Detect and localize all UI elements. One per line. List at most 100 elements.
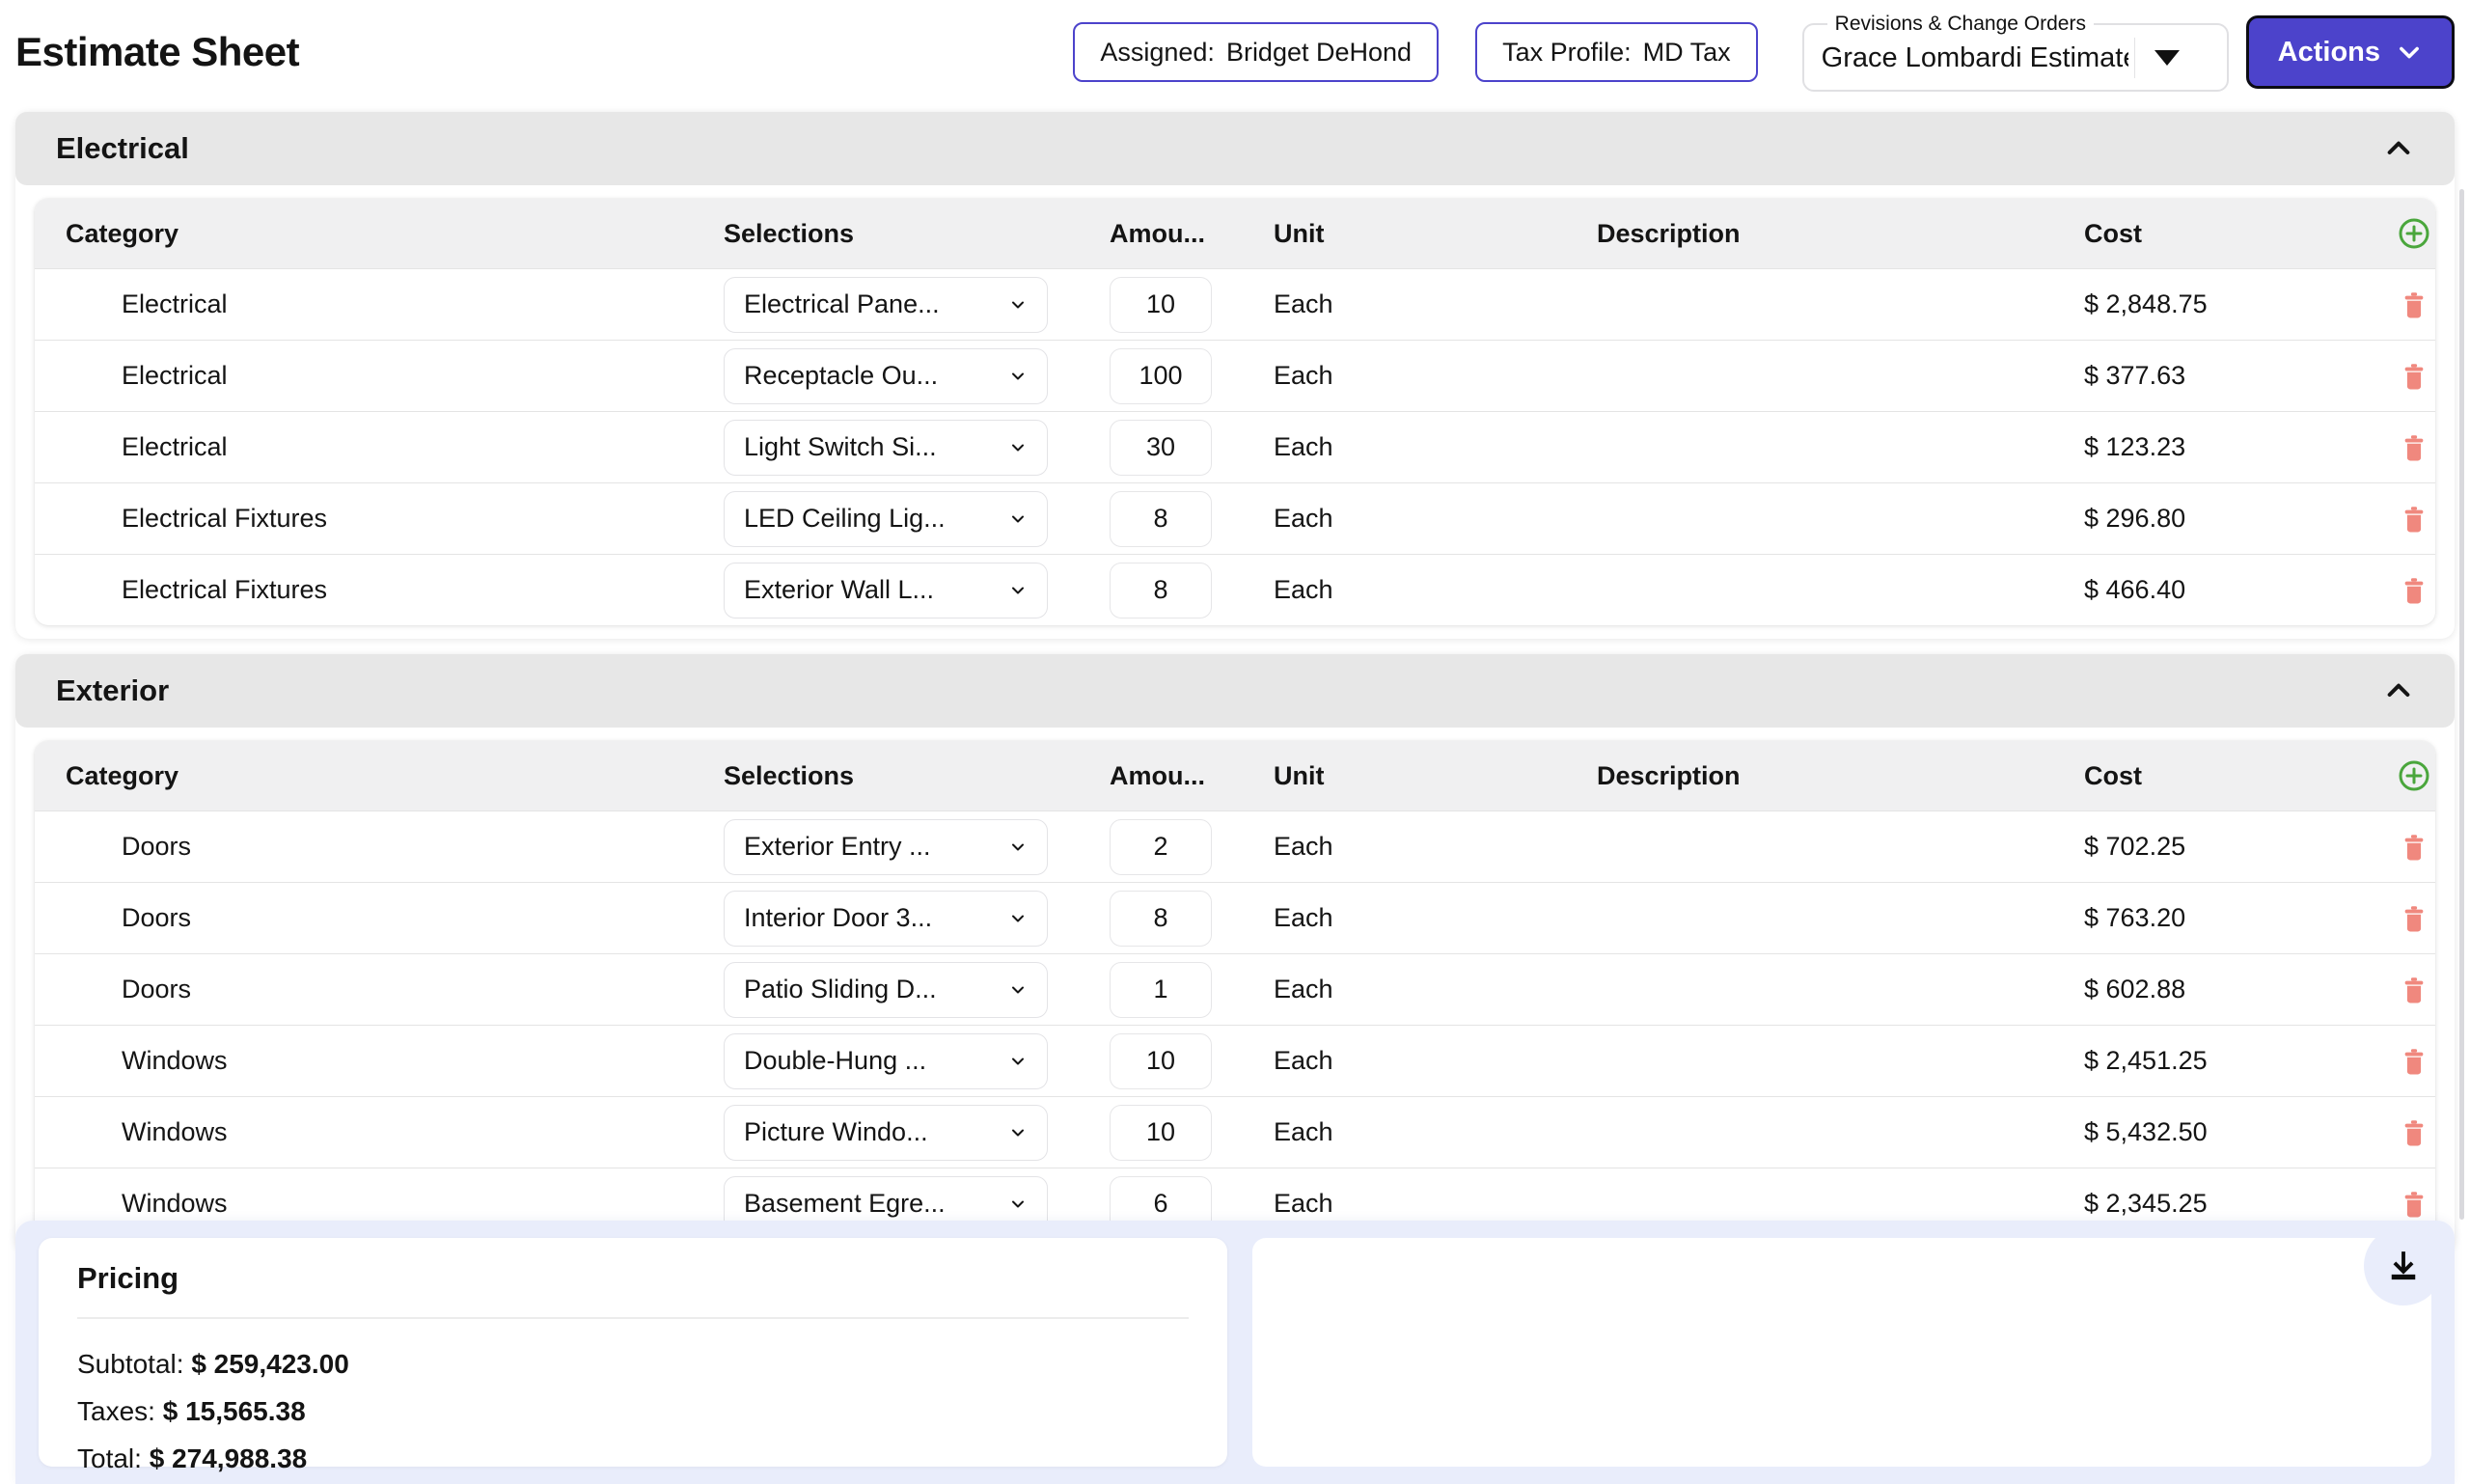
page-title: Estimate Sheet <box>15 29 299 75</box>
column-header-amount: Amou... <box>1110 219 1274 249</box>
selection-select[interactable]: Exterior Wall L... <box>724 563 1048 618</box>
section-exterior-header[interactable]: Exterior <box>15 654 2455 728</box>
selection-select[interactable]: Exterior Entry ... <box>724 819 1048 875</box>
category-cell: Electrical Fixtures <box>35 504 724 534</box>
column-header-unit: Unit <box>1274 219 1597 249</box>
selection-select[interactable]: Interior Door 3... <box>724 891 1048 947</box>
delete-row-button[interactable] <box>2393 503 2435 536</box>
plus-circle-icon <box>2397 758 2431 793</box>
selection-select[interactable]: Patio Sliding D... <box>724 962 1048 1018</box>
cost-cell: $ 123.23 <box>2084 432 2393 462</box>
unit-cell: Each <box>1274 289 1597 319</box>
revisions-divider <box>2134 38 2135 78</box>
table-row: Doors Exterior Entry ... Each $ 702.25 <box>35 811 2435 882</box>
notes-card <box>1252 1238 2431 1467</box>
trash-icon <box>2398 902 2430 935</box>
category-cell: Doors <box>35 903 724 933</box>
subtotal-line: Subtotal: $ 259,423.00 <box>77 1340 1189 1388</box>
amount-input[interactable] <box>1110 420 1212 476</box>
unit-cell: Each <box>1274 432 1597 462</box>
trash-icon <box>2398 289 2430 321</box>
selection-select[interactable]: Light Switch Si... <box>724 420 1048 476</box>
collapse-section-button[interactable] <box>2383 675 2414 706</box>
delete-row-button[interactable] <box>2393 831 2435 864</box>
table-row: Electrical Receptacle Ou... Each $ 377.6… <box>35 340 2435 411</box>
section-electrical-header[interactable]: Electrical <box>15 112 2455 185</box>
chevron-down-icon <box>1008 1123 1028 1142</box>
top-bar: Estimate Sheet Assigned: Bridget DeHond … <box>0 0 2470 104</box>
amount-input[interactable] <box>1110 277 1212 333</box>
delete-row-button[interactable] <box>2393 431 2435 464</box>
cost-cell: $ 602.88 <box>2084 975 2393 1004</box>
category-cell: Doors <box>35 975 724 1004</box>
delete-row-button[interactable] <box>2393 1116 2435 1149</box>
trash-icon <box>2398 503 2430 536</box>
tax-profile-label: Tax Profile: <box>1502 38 1632 68</box>
unit-cell: Each <box>1274 832 1597 862</box>
download-button[interactable] <box>2364 1226 2443 1305</box>
estimate-table: Category Selections Amou... Unit Descrip… <box>35 741 2435 1239</box>
unit-cell: Each <box>1274 1189 1597 1219</box>
triangle-down-icon <box>2154 50 2180 66</box>
column-header-category: Category <box>35 761 724 791</box>
chevron-down-icon <box>1008 367 1028 386</box>
add-row-button[interactable] <box>2393 758 2435 793</box>
delete-row-button[interactable] <box>2393 289 2435 321</box>
selection-label: Exterior Entry ... <box>744 832 931 862</box>
delete-row-button[interactable] <box>2393 1045 2435 1078</box>
chevron-up-icon <box>2383 675 2414 706</box>
add-row-button[interactable] <box>2393 216 2435 251</box>
tax-profile-chip[interactable]: Tax Profile: MD Tax <box>1475 22 1758 82</box>
revisions-select[interactable]: Revisions & Change Orders Grace Lombardi… <box>1802 13 2229 92</box>
actions-button[interactable]: Actions <box>2246 15 2455 89</box>
selection-select[interactable]: Receptacle Ou... <box>724 348 1048 404</box>
taxes-label: Taxes: <box>77 1396 155 1426</box>
delete-row-button[interactable] <box>2393 574 2435 607</box>
column-header-description: Description <box>1597 761 2084 791</box>
amount-input[interactable] <box>1110 563 1212 618</box>
trash-icon <box>2398 431 2430 464</box>
category-cell: Doors <box>35 832 724 862</box>
chevron-down-icon <box>1008 1195 1028 1214</box>
section-exterior: Exterior Category Selections Amou... Uni… <box>15 654 2455 1252</box>
delete-row-button[interactable] <box>2393 974 2435 1006</box>
selection-select[interactable]: Double-Hung ... <box>724 1033 1048 1089</box>
chevron-down-icon <box>1008 1052 1028 1071</box>
delete-row-button[interactable] <box>2393 902 2435 935</box>
column-header-cost: Cost <box>2084 219 2393 249</box>
amount-input[interactable] <box>1110 348 1212 404</box>
amount-input[interactable] <box>1110 891 1212 947</box>
unit-cell: Each <box>1274 361 1597 391</box>
amount-input[interactable] <box>1110 491 1212 547</box>
chevron-down-icon <box>1008 838 1028 857</box>
table-row: Electrical Electrical Pane... Each $ 2,8… <box>35 268 2435 340</box>
cost-cell: $ 702.25 <box>2084 832 2393 862</box>
plus-circle-icon <box>2397 216 2431 251</box>
revisions-select-inner[interactable]: Grace Lombardi Estimate <box>1822 38 2209 78</box>
trash-icon <box>2398 1045 2430 1078</box>
table-row: Doors Patio Sliding D... Each $ 602.88 <box>35 953 2435 1025</box>
scrollbar[interactable] <box>2459 189 2464 1220</box>
amount-input[interactable] <box>1110 1105 1212 1161</box>
pricing-lines: Subtotal: $ 259,423.00 Taxes: $ 15,565.3… <box>77 1340 1189 1482</box>
category-cell: Electrical <box>35 361 724 391</box>
delete-row-button[interactable] <box>2393 1188 2435 1221</box>
pricing-title: Pricing <box>77 1261 1189 1319</box>
selection-select[interactable]: Picture Windo... <box>724 1105 1048 1161</box>
amount-input[interactable] <box>1110 1033 1212 1089</box>
amount-input[interactable] <box>1110 962 1212 1018</box>
assigned-value: Bridget DeHond <box>1226 38 1412 68</box>
amount-input[interactable] <box>1110 819 1212 875</box>
delete-row-button[interactable] <box>2393 360 2435 393</box>
collapse-section-button[interactable] <box>2383 133 2414 164</box>
chevron-up-icon <box>2383 133 2414 164</box>
assigned-chip[interactable]: Assigned: Bridget DeHond <box>1073 22 1439 82</box>
taxes-value: $ 15,565.38 <box>163 1396 306 1426</box>
selection-select[interactable]: LED Ceiling Lig... <box>724 491 1048 547</box>
tax-profile-value: MD Tax <box>1643 38 1731 68</box>
estimate-table: Category Selections Amou... Unit Descrip… <box>35 199 2435 625</box>
chevron-down-icon <box>1008 438 1028 457</box>
category-cell: Windows <box>35 1189 724 1219</box>
selection-label: Basement Egre... <box>744 1189 946 1219</box>
selection-select[interactable]: Electrical Pane... <box>724 277 1048 333</box>
